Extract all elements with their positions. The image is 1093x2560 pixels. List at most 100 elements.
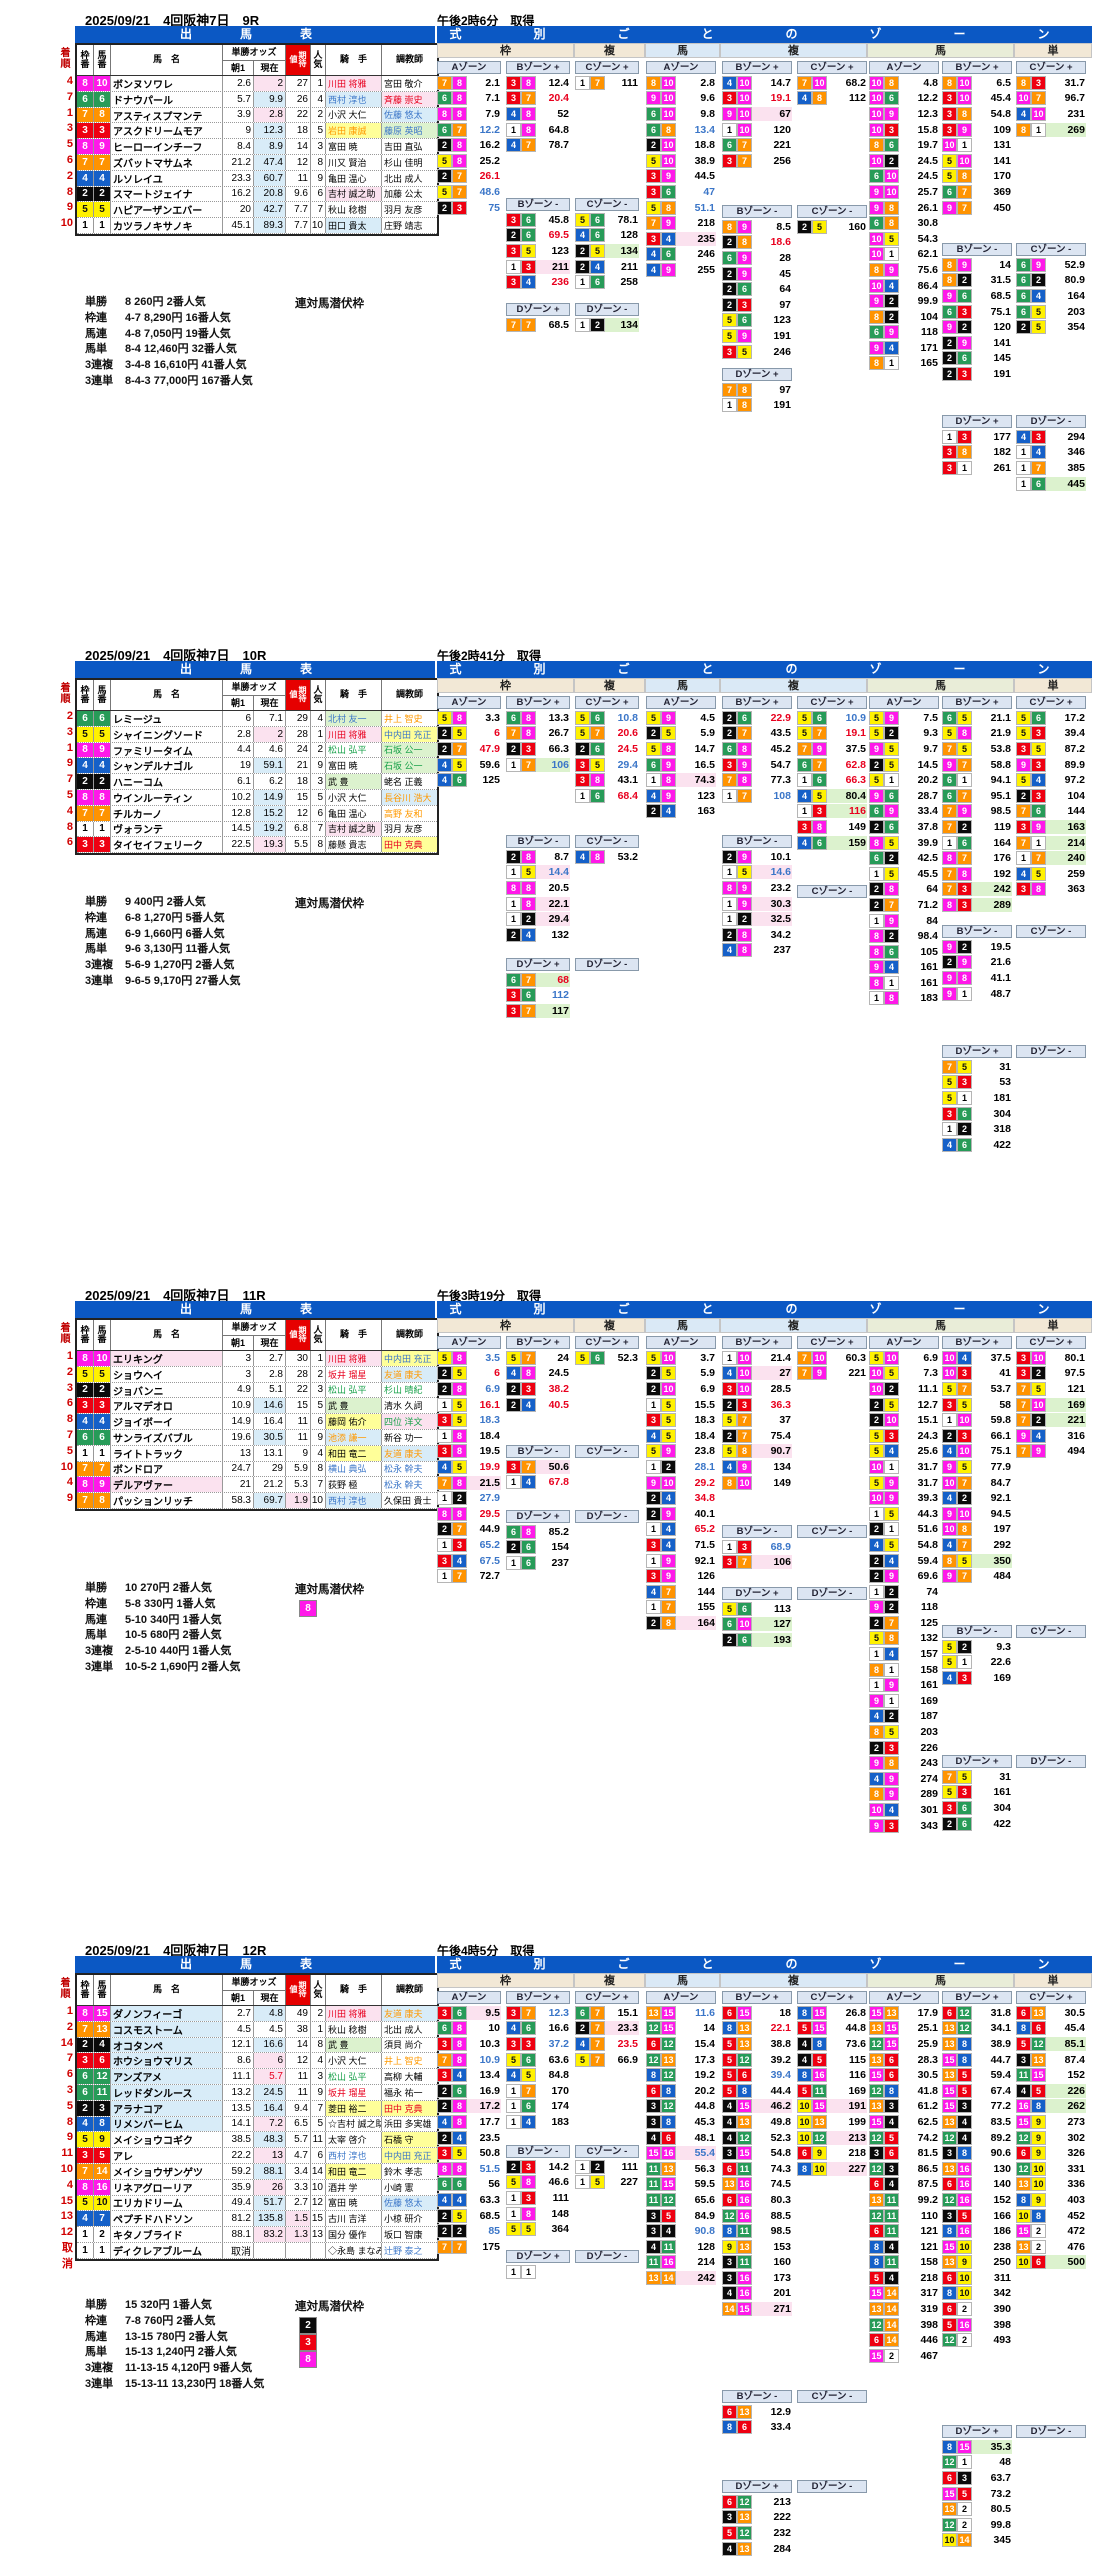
zone-row: 11 16 214 xyxy=(646,2255,716,2271)
zone-pair-cell: 9 xyxy=(884,262,899,277)
zone-pair-cell: 9 xyxy=(869,184,884,199)
zone-value: 7.9 xyxy=(485,107,500,120)
horse-row: 3 3 アスクドリームモア 9 12.3 18 5 岩田 康誠 藤原 英昭 xyxy=(77,123,437,140)
zone-pair-cell: 2 xyxy=(575,243,590,258)
zone-pair-cell: 10 xyxy=(869,1459,884,1474)
zone-value: 18.4 xyxy=(479,1429,500,1442)
zone-row: 6 7 62.8 xyxy=(797,757,867,773)
horse-row: 4 7 ペプチドハドソン 81.2 135.8 1.5 15 古川 吉洋 小椋 研介 xyxy=(77,2211,437,2228)
zone-value: 73.6 xyxy=(845,2037,866,2050)
zone-pair-cell: 10 xyxy=(797,2114,812,2129)
trainer-name: 辻野 泰之 xyxy=(384,2245,423,2256)
zone-row: 5 1 22.6 xyxy=(942,1655,1012,1671)
zone-value: 302 xyxy=(1067,2131,1085,2144)
zone-pair-cell: 4 xyxy=(452,2192,467,2207)
zone-pair-cell: 5 xyxy=(884,866,899,881)
frame-cell: 7 xyxy=(77,1461,94,1477)
horse-row: 7 8 パッションリッチ 58.3 69.7 1.9 10 西村 淳也 久保田 貴士 xyxy=(77,1493,437,1509)
zone-pair-cell: 9 xyxy=(661,169,676,184)
zone-value: 89.2 xyxy=(990,2131,1011,2144)
zone-pair-cell: 15 xyxy=(942,2083,957,2098)
frame-cell: 8 xyxy=(77,1351,94,1366)
zone-row: 6 2 390 xyxy=(942,2301,1012,2317)
zone-pair-cell: 4 xyxy=(521,275,536,290)
zone-row: 3 8 10.3 xyxy=(437,2036,501,2052)
zone-row: 5 3 24.3 xyxy=(869,1428,939,1444)
horse-number-cell: 9 xyxy=(94,139,111,154)
zone-pair-cell: 13 xyxy=(942,2036,957,2051)
zone-pair-cell: 6 xyxy=(957,1137,972,1152)
zone-table-title: Bゾーン + xyxy=(506,1336,570,1349)
zone-pair-cell: 14 xyxy=(884,2286,899,2301)
zone-row: 8 1 161 xyxy=(869,975,939,991)
zone-pair-cell: 10 xyxy=(1016,91,1031,106)
zone-pair-cell: 8 xyxy=(737,2083,752,2098)
zone-table-title: Dゾーン + xyxy=(506,958,570,971)
zone-value: 54.7 xyxy=(770,758,791,771)
zone-row: 6 7 15.1 xyxy=(575,2005,639,2021)
odds-current: 59.1 xyxy=(254,758,286,774)
zone-pair-cell: 12 xyxy=(737,2130,752,2145)
zone-table-title: Bゾーン + xyxy=(942,61,1012,74)
zone-pair-cell: 10 xyxy=(942,138,957,153)
zone-value: 31.7 xyxy=(917,1476,938,1489)
zone-row: 2 3 66.3 xyxy=(506,741,570,757)
zone-row: 15 8 44.7 xyxy=(942,2052,1012,2068)
zone-pair-cell: 1 xyxy=(942,1413,957,1428)
zone-pair-cell: 3 xyxy=(957,2470,972,2485)
zone-row: 5 6 52.3 xyxy=(575,1350,639,1366)
horse-name: ハピアーザンエバー xyxy=(111,202,223,218)
zone-pair-cell: 2 xyxy=(575,741,590,756)
zone-pair-cell: 16 xyxy=(957,2161,972,2176)
horse-name: エリキング xyxy=(111,1351,223,1366)
zone-row: 7 9 98.5 xyxy=(942,804,1012,820)
zone-pair-cell: 9 xyxy=(737,757,752,772)
zone-pair-cell: 9 xyxy=(942,1569,957,1584)
zone-value: 64.8 xyxy=(548,123,569,136)
zone-pair-cell: 6 xyxy=(1031,804,1046,819)
zone-value: 106 xyxy=(752,1555,792,1570)
zone-pair-cell: 13 xyxy=(869,2052,884,2067)
finish-order-value: 4 xyxy=(66,1476,73,1489)
zone-table-title: Aゾーン xyxy=(646,1336,716,1349)
zone-pair-cell: 8 xyxy=(869,1662,884,1677)
zone-value: 87.2 xyxy=(1064,742,1085,755)
odds-header: 単勝オッズ 朝1 現在 xyxy=(223,1320,286,1350)
jockey-name: 川田 将雅 xyxy=(326,726,382,742)
zone-value: 231 xyxy=(1067,107,1085,120)
bet-type-band-4: 馬 xyxy=(867,43,1014,58)
zone-pair-cell: 1 xyxy=(942,429,957,444)
trainer-name: 中内田 充正 xyxy=(382,2148,437,2163)
zone-value: 237 xyxy=(773,944,791,957)
zone-pair-cell: 15 xyxy=(812,2005,827,2020)
zone-pair-cell: 2 xyxy=(957,2502,972,2517)
finish-order-value: 10 xyxy=(60,1460,73,1473)
frame-cell: 3 xyxy=(77,837,94,853)
zone-row: 3 8 12.4 xyxy=(506,75,570,91)
zone-row: 3 5 123 xyxy=(506,243,570,259)
zone-pair-cell: 7 xyxy=(942,819,957,834)
zone-pair-cell: 9 xyxy=(722,2239,737,2254)
frame-cell: 3 xyxy=(77,2053,94,2069)
jockey-name: 亀田 温心 xyxy=(326,805,382,821)
frame-cell: 6 xyxy=(77,2084,94,2100)
zone-value: 15.1 xyxy=(617,2006,638,2019)
zone-row: 1 2 111 xyxy=(575,2159,639,2175)
zone-pair-cell: 2 xyxy=(437,2083,452,2098)
zone-pair-cell: 5 xyxy=(957,2083,972,2098)
zone-table-title: Dゾーン - xyxy=(575,303,639,316)
zone-pair-cell: 6 xyxy=(722,1617,737,1632)
zone-pair-cell: 16 xyxy=(1016,2099,1031,2114)
zone-row: 6 8 20.2 xyxy=(646,2083,716,2099)
zone-value: 19.2 xyxy=(694,2069,715,2082)
expected-value: 5.9 xyxy=(286,1461,311,1477)
zone-pair-cell: 8 xyxy=(869,944,884,959)
zone-pair-cell: 4 xyxy=(884,2239,899,2254)
zone-pair-cell: 5 xyxy=(722,328,737,343)
zone-value: 72.7 xyxy=(479,1570,500,1583)
zone-table-rows: 3 10 80.1 3 2 97.5 7 5 121 7 10 169 7 2 221 9 4 316 7 9 494 xyxy=(1016,1350,1086,1459)
zone-pair-cell: 9 xyxy=(1031,257,1046,272)
zone-pair-cell: 6 xyxy=(1031,2021,1046,2036)
zone-value: 84 xyxy=(926,914,938,927)
zone-pair-cell: 8 xyxy=(942,257,957,272)
